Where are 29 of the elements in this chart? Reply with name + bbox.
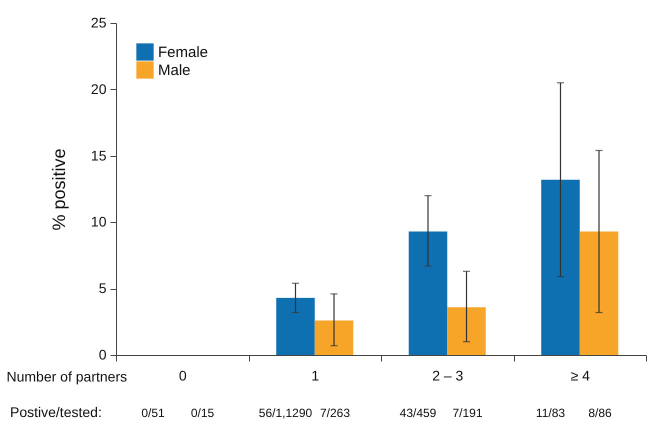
y-tick-label: 25 — [90, 14, 107, 30]
text: 0/15 — [190, 406, 215, 420]
text: 43/459 — [400, 406, 437, 420]
x-tick-label: 0 — [178, 368, 187, 384]
text: 8/86 — [588, 406, 612, 420]
x-tick-label: 1 — [311, 368, 320, 384]
x-tick-label: ≥ 4 — [570, 368, 590, 384]
text: 0/51 — [141, 406, 165, 420]
bar — [276, 298, 315, 355]
y-axis-title: % positive — [48, 148, 69, 231]
y-tick-label: 0 — [98, 346, 107, 362]
y-tick-label: 10 — [90, 214, 107, 230]
bar — [408, 231, 448, 355]
text: 7/191 — [452, 406, 483, 420]
legend-label: Female — [158, 44, 208, 61]
bar — [580, 231, 618, 355]
y-tick-label: 20 — [90, 80, 107, 97]
bar — [447, 307, 486, 355]
text: 7/263 — [320, 406, 350, 420]
x-axis-title: Number of partners — [6, 368, 128, 384]
bar — [541, 180, 580, 355]
bar — [314, 320, 354, 355]
y-tick-label: 15 — [90, 147, 107, 164]
text: 11/83 — [536, 406, 566, 420]
text: 56/1,1290 — [258, 406, 313, 420]
text: Postive/tested: — [10, 404, 102, 420]
y-tick-label: 5 — [98, 280, 107, 296]
x-tick-label: 2 – 3 — [432, 368, 464, 384]
legend-label: Male — [158, 62, 191, 79]
